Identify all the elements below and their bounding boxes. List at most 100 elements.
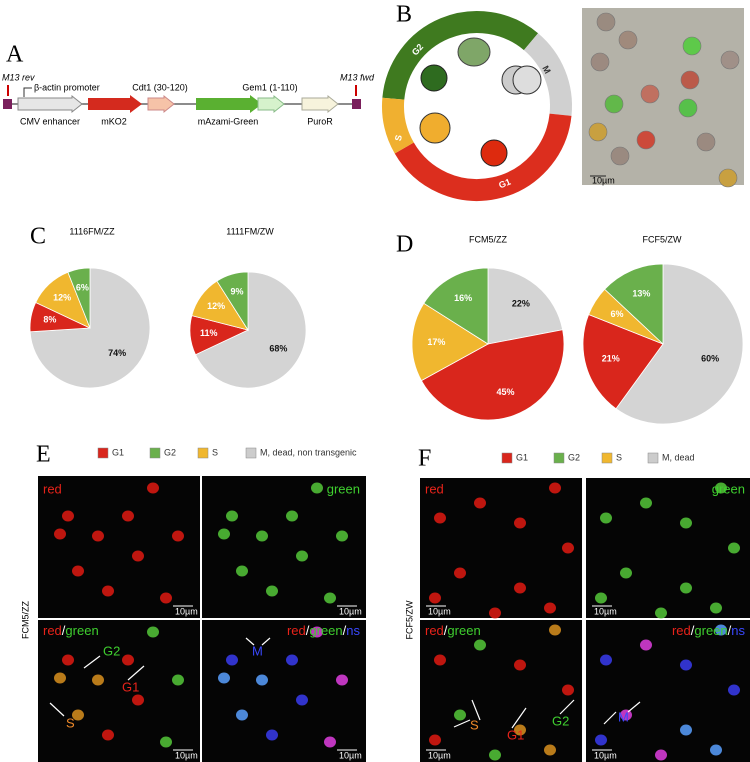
cell	[640, 639, 652, 651]
cell	[489, 607, 501, 619]
scale-label: 10µm	[592, 175, 615, 185]
scale-label: 10µm	[428, 606, 451, 616]
cell	[72, 709, 84, 721]
value-label: 74%	[108, 348, 126, 358]
value-label: 6%	[611, 309, 624, 319]
gene	[301, 94, 339, 114]
cell	[489, 749, 501, 761]
cell	[236, 709, 248, 721]
gene-label: CMV enhancer	[20, 116, 80, 126]
cell	[596, 12, 616, 32]
cell-label: G1	[122, 679, 139, 694]
primer-site	[352, 99, 361, 109]
t: /	[62, 623, 66, 638]
cell-label: M	[618, 709, 629, 724]
cell	[311, 482, 323, 494]
cell	[336, 674, 348, 686]
cell	[454, 709, 466, 721]
value-label: 21%	[602, 354, 620, 364]
pies: 1116FM/ZZ 74% 8% 12% 6% 1111FM/ZW 68% 11% 12% 9% F…	[29, 226, 744, 425]
cell	[236, 565, 248, 577]
cell	[620, 709, 632, 721]
t: green	[309, 623, 342, 638]
cell	[419, 112, 451, 144]
cell	[311, 626, 323, 638]
cell	[595, 592, 607, 604]
primer-label: M13 rev	[2, 72, 35, 82]
value-label: 12%	[207, 301, 225, 311]
legend-swatch	[149, 447, 161, 459]
t: /	[343, 623, 347, 638]
channel-label: green	[327, 481, 360, 496]
arrow	[627, 701, 641, 713]
pie-title: 1116FM/ZZ	[69, 226, 115, 236]
micrograph	[202, 476, 366, 618]
micrograph	[202, 620, 366, 762]
scale-label: 10µm	[339, 606, 362, 616]
cell	[132, 694, 144, 706]
cell	[588, 122, 608, 142]
value-label: 6%	[76, 282, 89, 292]
cell	[172, 674, 184, 686]
scale-label: 10µm	[594, 750, 617, 760]
cell	[54, 528, 66, 540]
scale-label: 10µm	[175, 606, 198, 616]
cell	[226, 510, 238, 522]
cell	[682, 36, 702, 56]
gene	[257, 94, 285, 114]
cell	[728, 684, 740, 696]
t: /	[306, 623, 310, 638]
pie-title: 1111FM/ZW	[226, 226, 274, 236]
cell	[600, 512, 612, 524]
t: red	[672, 623, 691, 638]
micrograph	[38, 476, 200, 618]
phase-label: S	[393, 134, 404, 142]
cell	[92, 530, 104, 542]
arrow	[559, 699, 575, 715]
cell	[710, 602, 722, 614]
gene-label: mKO2	[101, 116, 127, 126]
cell	[62, 510, 74, 522]
pie-slice	[487, 267, 564, 345]
cell	[680, 70, 700, 90]
pie-slice	[423, 267, 489, 345]
cell	[72, 565, 84, 577]
cell	[514, 582, 526, 594]
legend-label: G1	[516, 452, 528, 462]
arrow	[83, 655, 101, 669]
gene-label: mAzami-Green	[198, 116, 259, 126]
legend-swatch	[97, 447, 109, 459]
cell	[434, 654, 446, 666]
channel-label: red/green/ns	[287, 623, 361, 638]
value-label: 17%	[427, 337, 445, 347]
scale-label: 10µm	[594, 606, 617, 616]
cell	[655, 749, 667, 761]
cell	[286, 654, 298, 666]
cell	[102, 729, 114, 741]
cell	[266, 729, 278, 741]
legend-label: M, dead, non transgenic	[260, 447, 357, 457]
cell	[512, 65, 542, 95]
scale-label: 10µm	[428, 750, 451, 760]
pie-slice	[420, 329, 565, 421]
ring-arc	[394, 113, 572, 201]
cell	[655, 607, 667, 619]
pie-slice	[216, 271, 249, 332]
value-label: 68%	[269, 344, 287, 354]
legend-label: S	[212, 447, 218, 457]
legend-label: S	[616, 452, 622, 462]
arrow	[471, 699, 481, 721]
cells	[588, 12, 740, 188]
legend-label: G2	[164, 447, 176, 457]
ring-arc	[382, 11, 539, 100]
t: ns	[346, 623, 360, 638]
cell	[544, 744, 556, 756]
pie-slice	[582, 314, 664, 410]
cell	[640, 84, 660, 104]
cell	[62, 654, 74, 666]
cell	[172, 530, 184, 542]
cell	[324, 592, 336, 604]
value-label: 60%	[701, 354, 719, 364]
legend-swatch	[501, 452, 513, 464]
cell	[420, 64, 448, 92]
